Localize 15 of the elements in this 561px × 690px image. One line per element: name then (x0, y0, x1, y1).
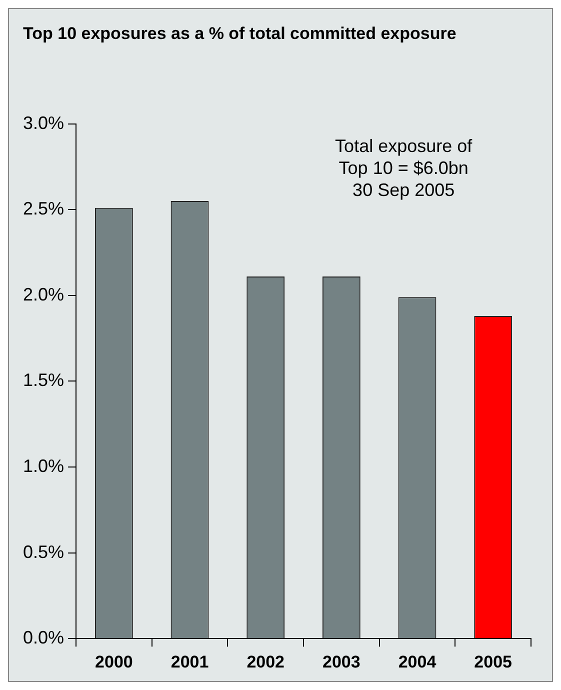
x-tick-label: 2002 (246, 652, 285, 672)
x-tick-label: 2001 (170, 652, 209, 672)
x-tick-label: 2000 (95, 652, 133, 672)
y-tick-label: 0.0% (22, 628, 64, 648)
y-tick-label: 3.0% (22, 112, 64, 133)
y-tick-label: 2.5% (22, 198, 64, 219)
y-tick-label: 1.0% (22, 456, 64, 476)
y-tick-label: 2.0% (22, 284, 64, 304)
y-tick-label: 1.5% (22, 370, 64, 390)
x-tick-label: 2004 (398, 652, 437, 672)
x-tick-label: 2003 (322, 652, 360, 672)
chart-title: Top 10 exposures as a % of total committed exposure (23, 23, 458, 45)
x-tick-label: 2005 (474, 652, 512, 672)
y-tick-label: 0.5% (22, 542, 64, 562)
annotation: Total exposure of Top 10 = $6.0bn 30 Sep 2005 (335, 136, 474, 200)
